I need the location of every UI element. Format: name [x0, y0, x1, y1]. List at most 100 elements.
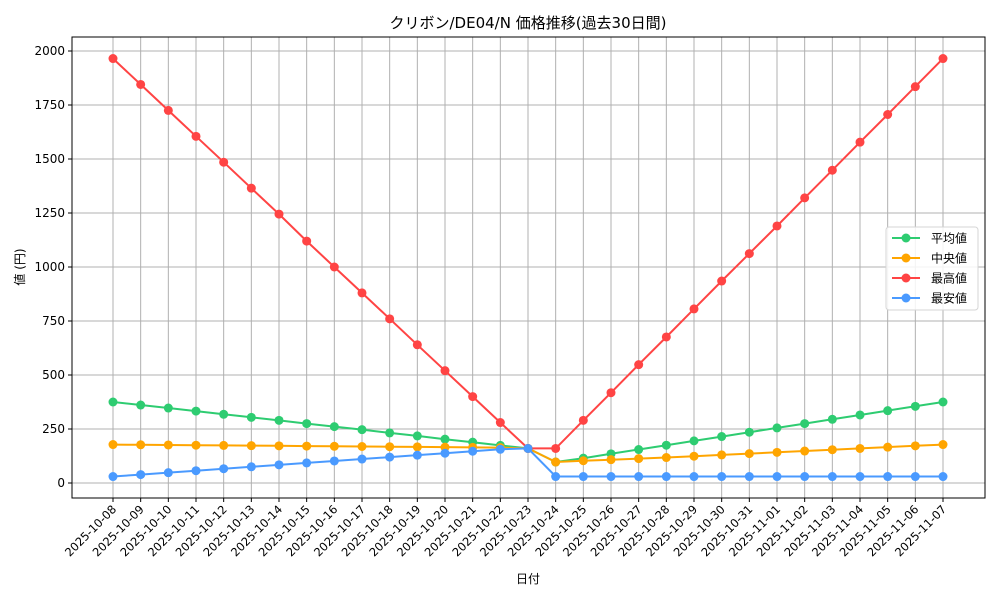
legend-item: 最安値	[892, 291, 967, 306]
data-point	[274, 441, 284, 451]
data-point	[329, 262, 339, 272]
legend-item: 最高値	[892, 271, 967, 286]
y-tick-label: 1500	[34, 152, 65, 166]
data-point	[551, 443, 561, 453]
data-point	[827, 472, 837, 482]
data-point	[883, 110, 893, 120]
data-point	[163, 468, 173, 478]
data-point	[357, 288, 367, 298]
data-point	[634, 472, 644, 482]
data-point	[191, 440, 201, 450]
data-point	[661, 440, 671, 450]
y-tick-label: 1250	[34, 206, 65, 220]
data-point	[219, 157, 229, 167]
data-point	[634, 454, 644, 464]
data-point	[136, 470, 146, 480]
data-point	[938, 440, 948, 450]
y-tick-label: 1000	[34, 260, 65, 274]
data-point	[827, 165, 837, 175]
data-point	[440, 448, 450, 458]
data-point	[717, 472, 727, 482]
y-tick-label: 0	[57, 476, 65, 490]
data-point	[855, 472, 865, 482]
data-point	[219, 409, 229, 419]
data-point	[302, 236, 312, 246]
data-point	[136, 400, 146, 410]
data-point	[883, 442, 893, 452]
data-point	[246, 462, 256, 472]
data-point	[689, 451, 699, 461]
data-point	[274, 460, 284, 470]
data-point	[910, 441, 920, 451]
data-point	[495, 418, 505, 428]
y-tick-label: 250	[42, 422, 65, 436]
data-point	[385, 442, 395, 452]
data-point	[827, 445, 837, 455]
data-point	[661, 332, 671, 342]
grid-lines	[72, 37, 985, 498]
data-point	[772, 221, 782, 231]
data-point	[468, 446, 478, 456]
data-point	[108, 397, 118, 407]
data-point	[772, 447, 782, 457]
data-point	[191, 466, 201, 476]
data-point	[661, 472, 671, 482]
y-tick-label: 500	[42, 368, 65, 382]
y-tick-label: 1750	[34, 98, 65, 112]
data-point	[606, 388, 616, 398]
legend-item: 中央値	[892, 251, 967, 266]
data-point	[827, 414, 837, 424]
data-point	[440, 366, 450, 376]
data-point	[634, 445, 644, 455]
data-point	[163, 105, 173, 115]
data-point	[108, 440, 118, 450]
data-point	[855, 137, 865, 147]
data-point	[578, 415, 588, 425]
data-point	[578, 456, 588, 466]
data-point	[136, 440, 146, 450]
data-point	[219, 464, 229, 474]
data-point	[136, 79, 146, 89]
data-point	[191, 406, 201, 416]
data-point	[910, 82, 920, 92]
data-point	[689, 436, 699, 446]
data-point	[800, 446, 810, 456]
series-lines	[108, 54, 948, 482]
legend-marker-icon	[901, 233, 911, 243]
data-point	[329, 441, 339, 451]
legend-label: 中央値	[931, 251, 967, 266]
data-point	[578, 472, 588, 482]
series-3	[108, 443, 948, 482]
data-point	[440, 434, 450, 444]
series-0	[108, 397, 948, 467]
data-point	[883, 472, 893, 482]
data-point	[108, 472, 118, 482]
data-point	[412, 431, 422, 441]
data-point	[800, 472, 810, 482]
data-point	[302, 441, 312, 451]
data-point	[357, 454, 367, 464]
data-point	[938, 472, 948, 482]
data-point	[606, 455, 616, 465]
data-point	[246, 412, 256, 422]
chart-title: クリボン/DE04/N 価格推移(過去30日間)	[389, 14, 666, 32]
data-point	[412, 442, 422, 452]
data-point	[412, 450, 422, 460]
legend-box	[885, 226, 979, 311]
data-point	[689, 304, 699, 314]
data-point	[744, 427, 754, 437]
data-point	[329, 422, 339, 432]
data-point	[385, 452, 395, 462]
data-point	[551, 472, 561, 482]
y-axis: 0 250 500 750 1000 1250 1500 1750 2000	[34, 44, 72, 490]
data-point	[329, 456, 339, 466]
data-point	[689, 472, 699, 482]
data-point	[246, 441, 256, 451]
data-point	[274, 415, 284, 425]
data-point	[468, 392, 478, 402]
data-point	[717, 450, 727, 460]
x-axis-label: 日付	[516, 572, 540, 586]
data-point	[606, 472, 616, 482]
